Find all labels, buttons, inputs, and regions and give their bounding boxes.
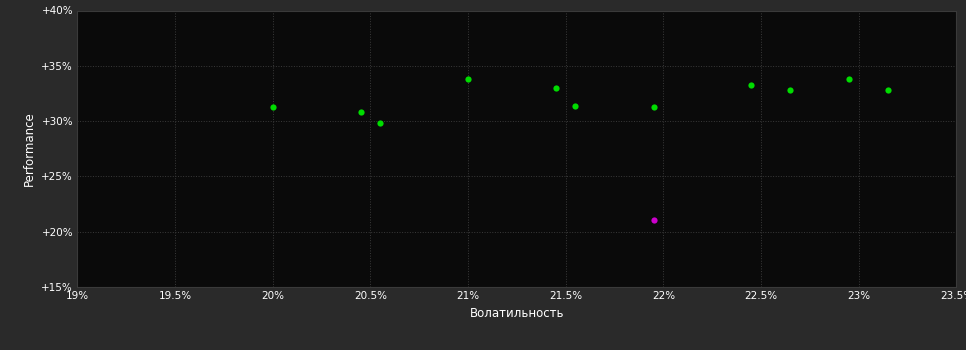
Point — [548, 85, 563, 91]
Point — [568, 103, 583, 108]
Y-axis label: Performance: Performance — [23, 111, 36, 186]
Point — [880, 88, 895, 93]
Point — [353, 110, 368, 115]
Point — [460, 76, 475, 82]
Point — [372, 120, 387, 126]
Point — [265, 104, 280, 110]
Point — [782, 88, 798, 93]
Point — [841, 76, 857, 82]
X-axis label: Волатильность: Волатильность — [469, 307, 564, 320]
Point — [646, 104, 662, 110]
Point — [646, 217, 662, 222]
Point — [744, 82, 759, 88]
